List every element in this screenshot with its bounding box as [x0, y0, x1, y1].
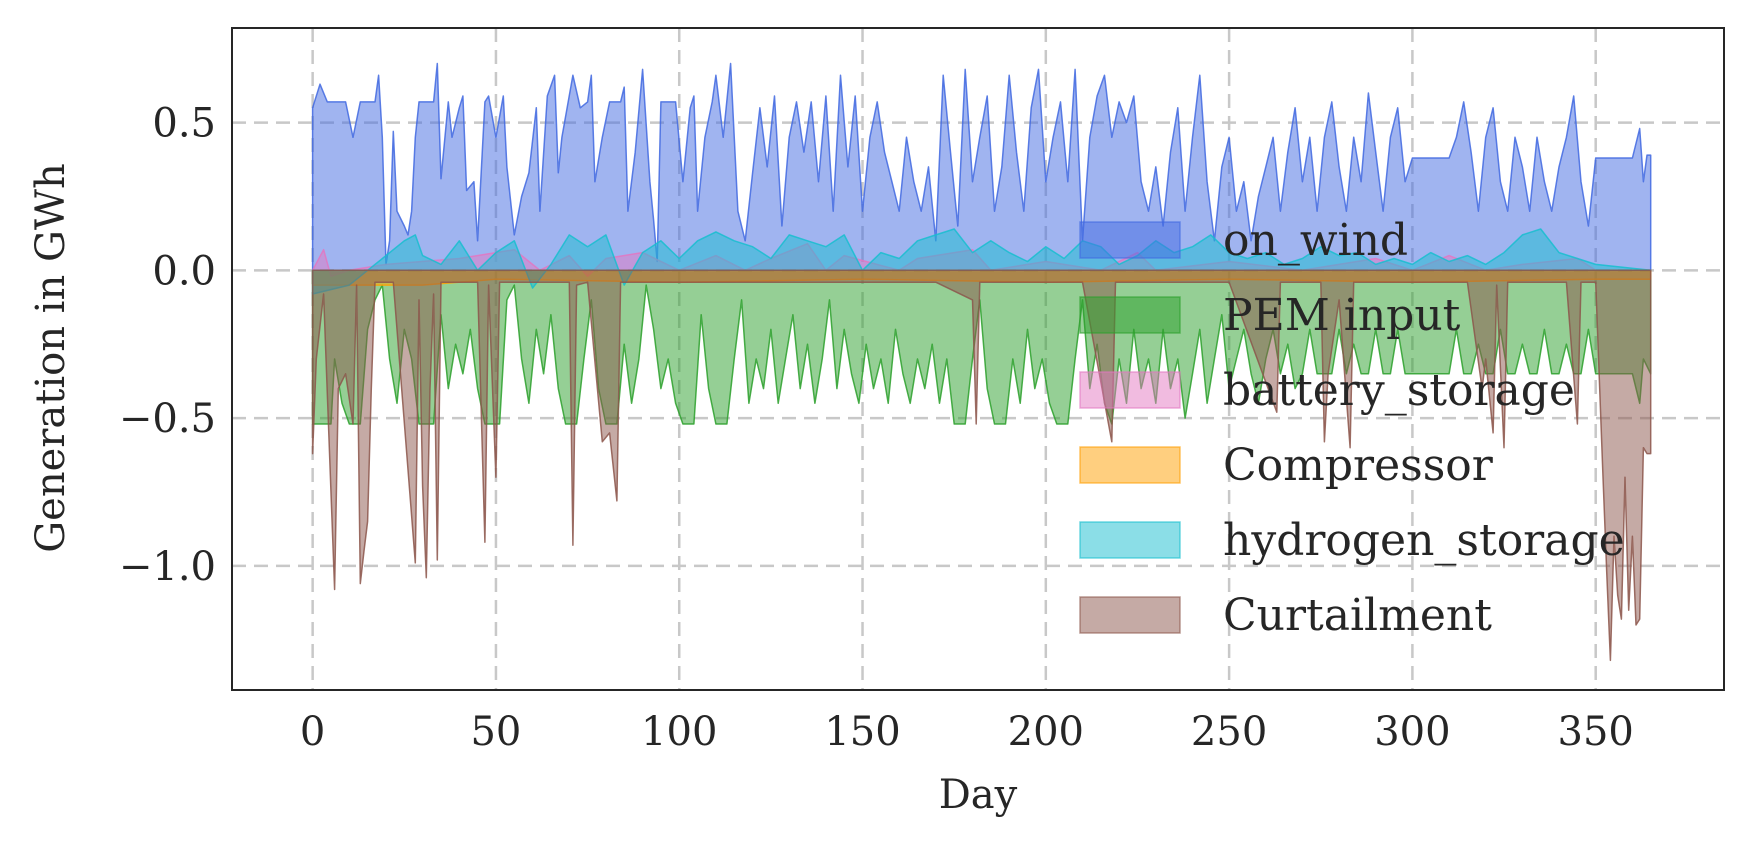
legend: on_wind PEM input battery_storage Compresso…	[1079, 215, 1625, 641]
legend-label-on-wind: on_wind	[1223, 215, 1408, 266]
legend-label-compressor: Compressor	[1223, 440, 1494, 491]
x-tick-label: 0	[300, 709, 325, 755]
x-axis: 0 50 100 150 200 250 300 350	[300, 709, 1634, 755]
legend-swatch-on-wind	[1079, 221, 1181, 259]
legend-swatch-hydrogen-storage	[1079, 521, 1181, 559]
x-tick-label: 100	[641, 709, 717, 755]
plot-frame	[231, 27, 1725, 691]
series-area-hydrogen-storage	[311, 228, 1652, 295]
y-axis-label: Generation in GWh	[28, 163, 74, 553]
legend-label-battery-storage: battery_storage	[1223, 365, 1575, 416]
y-tick-label: 0.5	[152, 101, 216, 147]
legend-label-curtailment: Curtailment	[1223, 590, 1492, 641]
legend-swatch-compressor	[1079, 446, 1181, 484]
legend-label-pem-input: PEM input	[1223, 290, 1461, 341]
y-tick-label: 0.0	[152, 248, 216, 294]
series-area-curtailment	[311, 269, 1652, 662]
x-tick-label: 350	[1558, 709, 1634, 755]
x-tick-label: 50	[470, 709, 521, 755]
series-area-on-wind	[311, 62, 1652, 272]
y-tick-label: −0.5	[119, 396, 216, 442]
legend-swatch-pem-input	[1079, 296, 1181, 334]
x-tick-label: 250	[1191, 709, 1267, 755]
y-tick-label: −1.0	[119, 544, 216, 590]
series-areas	[311, 62, 1652, 662]
y-axis: 0.5 0.0 −0.5 −1.0	[119, 101, 216, 590]
x-axis-label: Day	[939, 772, 1018, 818]
x-tick-label: 150	[824, 709, 900, 755]
x-tick-label: 300	[1374, 709, 1450, 755]
legend-swatch-battery-storage	[1079, 371, 1181, 409]
legend-label-hydrogen-storage: hydrogen_storage	[1223, 515, 1625, 566]
legend-swatch-curtailment	[1079, 596, 1181, 634]
x-tick-label: 200	[1008, 709, 1084, 755]
